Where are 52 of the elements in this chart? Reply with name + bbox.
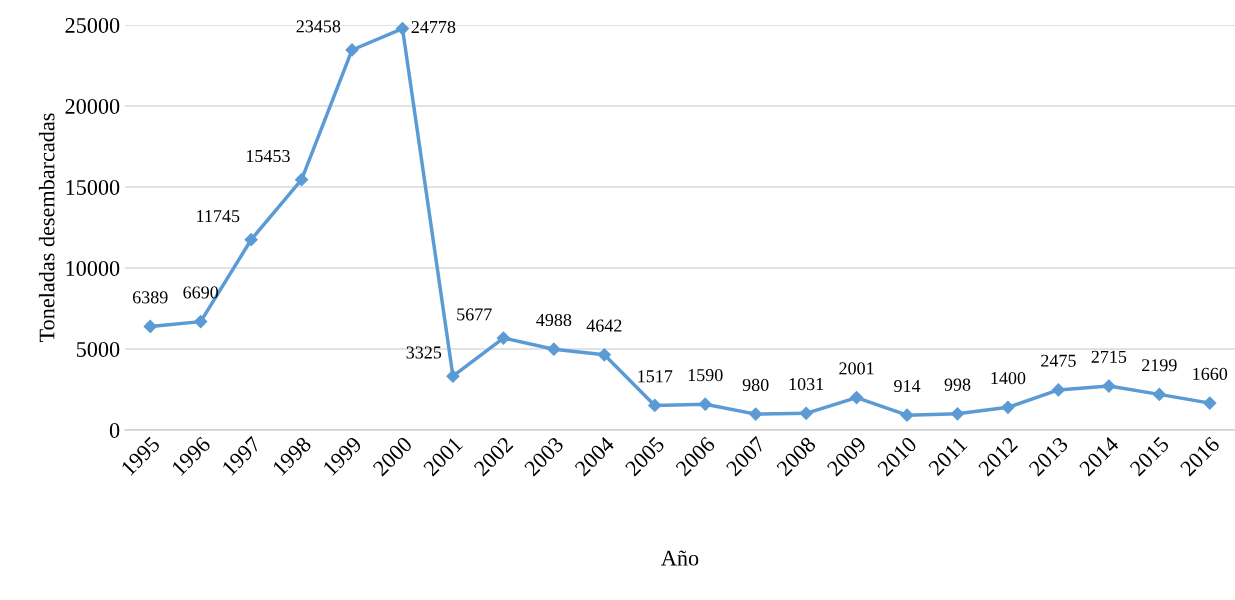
data-label: 4642 — [586, 319, 622, 332]
point — [850, 390, 864, 405]
point — [244, 233, 258, 247]
data-label: 3325 — [406, 346, 442, 359]
data-label: 1517 — [638, 370, 673, 383]
y-tick-label: 10000 — [66, 260, 120, 276]
point — [496, 331, 510, 345]
point — [1102, 379, 1116, 393]
point — [1203, 396, 1217, 410]
point — [950, 407, 965, 421]
point — [648, 398, 662, 413]
point — [194, 315, 208, 329]
y-axis-title: Toneladas desembarcadas — [38, 113, 55, 343]
point — [1051, 383, 1065, 397]
data-label: 5677 — [457, 308, 492, 321]
data-label: 998 — [944, 378, 971, 391]
point — [345, 43, 359, 57]
x-axis-title: Año — [661, 550, 699, 566]
y-tick-label: 25000 — [65, 17, 120, 33]
point — [749, 407, 763, 421]
point — [395, 22, 410, 36]
data-label: 15453 — [246, 149, 290, 163]
data-label: 914 — [894, 379, 921, 393]
point — [295, 173, 309, 187]
point — [1001, 400, 1015, 414]
point — [547, 342, 561, 356]
point — [446, 369, 460, 383]
data-label: 2475 — [1041, 354, 1076, 367]
y-tick-label: 0 — [109, 422, 120, 438]
data-label: 24778 — [411, 20, 456, 34]
point — [597, 348, 611, 362]
data-label: 1400 — [991, 372, 1026, 385]
data-label: 2001 — [839, 362, 874, 375]
data-label: 11745 — [197, 210, 240, 223]
y-tick-label: 15000 — [66, 179, 120, 195]
point — [143, 319, 157, 334]
y-tick-label: 5000 — [76, 341, 120, 357]
point — [1152, 387, 1166, 401]
data-label: 1590 — [688, 368, 723, 382]
data-label: 1031 — [789, 378, 824, 391]
data-label: 2715 — [1091, 350, 1127, 363]
y-tick-label: 20000 — [65, 98, 120, 114]
point — [698, 397, 712, 411]
data-label: 1660 — [1193, 367, 1228, 380]
data-label: 6389 — [132, 291, 168, 304]
data-label: 6690 — [183, 286, 219, 299]
data-label: 23458 — [296, 20, 341, 33]
data-label: 2199 — [1142, 359, 1177, 372]
data-label: 980 — [742, 378, 769, 392]
data-label: 4988 — [536, 313, 572, 327]
point — [799, 406, 813, 420]
point — [900, 408, 914, 422]
